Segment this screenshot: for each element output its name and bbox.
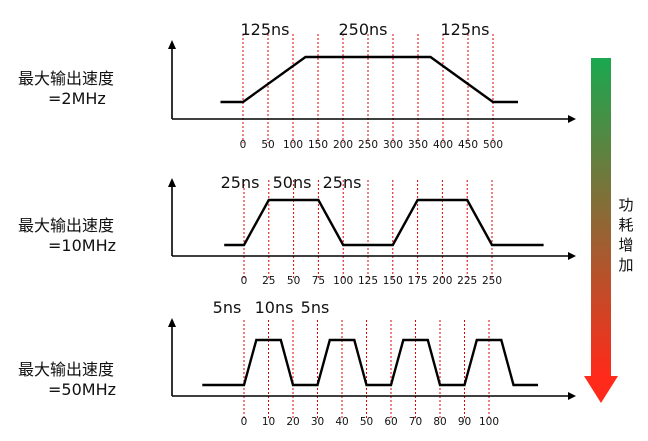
- waveform-50mhz: [202, 338, 538, 387]
- power-label-char-3: 增: [618, 236, 634, 254]
- tick-label-2mhz-0: 0: [240, 139, 247, 151]
- row-label-50mhz-line1: 最大输出速度: [18, 360, 115, 379]
- tick-label-10mhz-2: 50: [287, 275, 300, 287]
- duration-label-2mhz-1: 250ns: [338, 20, 387, 39]
- tick-label-50mhz-1: 10: [262, 416, 275, 428]
- duration-label-50mhz-2: 5ns: [301, 298, 330, 317]
- tick-label-10mhz-10: 250: [482, 275, 502, 287]
- duration-label-2mhz-0: 125ns: [240, 20, 289, 39]
- row-label-2mhz-line1: 最大输出速度: [18, 69, 115, 88]
- tick-label-10mhz-8: 200: [432, 275, 452, 287]
- timing-row-50mhz: 0 10 20 30 40 50 60 70 80 90 100 5ns 10ns 5ns: [168, 298, 576, 428]
- duration-label-50mhz-0: 5ns: [213, 298, 242, 317]
- tick-label-2mhz-2: 100: [283, 139, 303, 151]
- tick-label-2mhz-5: 250: [358, 139, 378, 151]
- y-axis-arrow-50mhz: [168, 318, 176, 327]
- row-label-2mhz-line2: =2MHz: [48, 89, 106, 108]
- power-increase-label: 功 耗 增 加: [617, 195, 635, 275]
- tick-label-2mhz-10: 500: [483, 139, 503, 151]
- power-label-char-4: 加: [618, 256, 634, 274]
- tick-label-50mhz-0: 0: [241, 416, 248, 428]
- duration-label-10mhz-2: 25ns: [323, 173, 362, 192]
- tick-label-10mhz-7: 175: [408, 275, 428, 287]
- tick-label-50mhz-2: 20: [286, 416, 299, 428]
- tick-label-50mhz-5: 50: [360, 416, 373, 428]
- timing-row-10mhz: 0 25 50 75 100 125 150 175 200 225 250 25ns 50ns 25ns: [168, 173, 576, 287]
- tick-label-50mhz-6: 60: [384, 416, 397, 428]
- tick-label-2mhz-9: 450: [458, 139, 478, 151]
- x-axis-arrow-2mhz: [568, 115, 576, 123]
- tick-label-50mhz-7: 70: [409, 416, 422, 428]
- tick-label-10mhz-3: 75: [312, 275, 325, 287]
- row-label-10mhz-line1: 最大输出速度: [18, 216, 115, 235]
- row-label-2mhz: 最大输出速度 =2MHz: [18, 69, 114, 109]
- tick-label-10mhz-9: 225: [457, 275, 477, 287]
- tick-label-10mhz-6: 150: [383, 275, 403, 287]
- waveform-10mhz: [224, 198, 544, 247]
- tick-label-2mhz-3: 150: [308, 139, 328, 151]
- tick-label-50mhz-8: 80: [433, 416, 446, 428]
- duration-label-50mhz-1: 10ns: [255, 298, 294, 317]
- tick-label-2mhz-1: 50: [261, 139, 274, 151]
- duration-label-10mhz-1: 50ns: [273, 173, 312, 192]
- power-label-char-1: 功: [618, 196, 634, 214]
- y-axis-arrow-10mhz: [168, 178, 176, 187]
- duration-label-2mhz-2: 125ns: [440, 20, 489, 39]
- power-label-char-2: 耗: [618, 216, 634, 234]
- tick-label-10mhz-1: 25: [262, 275, 275, 287]
- row-label-50mhz-line2: =50MHz: [48, 380, 116, 399]
- row-label-10mhz: 最大输出速度 =10MHz: [18, 216, 116, 256]
- tick-label-2mhz-4: 200: [333, 139, 353, 151]
- waveform-2mhz: [220, 55, 518, 104]
- tick-label-50mhz-3: 30: [311, 416, 324, 428]
- tick-label-10mhz-5: 125: [358, 275, 378, 287]
- row-label-10mhz-line2: =10MHz: [48, 236, 116, 255]
- power-increase-arrow: [584, 58, 618, 403]
- timing-row-2mhz: 0 50 100 150 200 250 300 350 400 450 500 125ns 250ns…: [168, 20, 576, 151]
- tick-label-2mhz-8: 400: [433, 139, 453, 151]
- duration-label-10mhz-0: 25ns: [221, 173, 260, 192]
- x-axis-arrow-50mhz: [568, 392, 576, 400]
- tick-label-2mhz-7: 350: [408, 139, 428, 151]
- x-axis-arrow-10mhz: [568, 252, 576, 260]
- tick-label-2mhz-6: 300: [383, 139, 403, 151]
- row-label-50mhz: 最大输出速度 =50MHz: [18, 360, 116, 400]
- tick-label-10mhz-4: 100: [333, 275, 353, 287]
- tick-label-10mhz-0: 0: [241, 275, 248, 287]
- tick-label-50mhz-9: 90: [458, 416, 471, 428]
- tick-label-50mhz-10: 100: [479, 416, 499, 428]
- tick-label-50mhz-4: 40: [335, 416, 348, 428]
- y-axis-arrow-2mhz: [168, 40, 176, 49]
